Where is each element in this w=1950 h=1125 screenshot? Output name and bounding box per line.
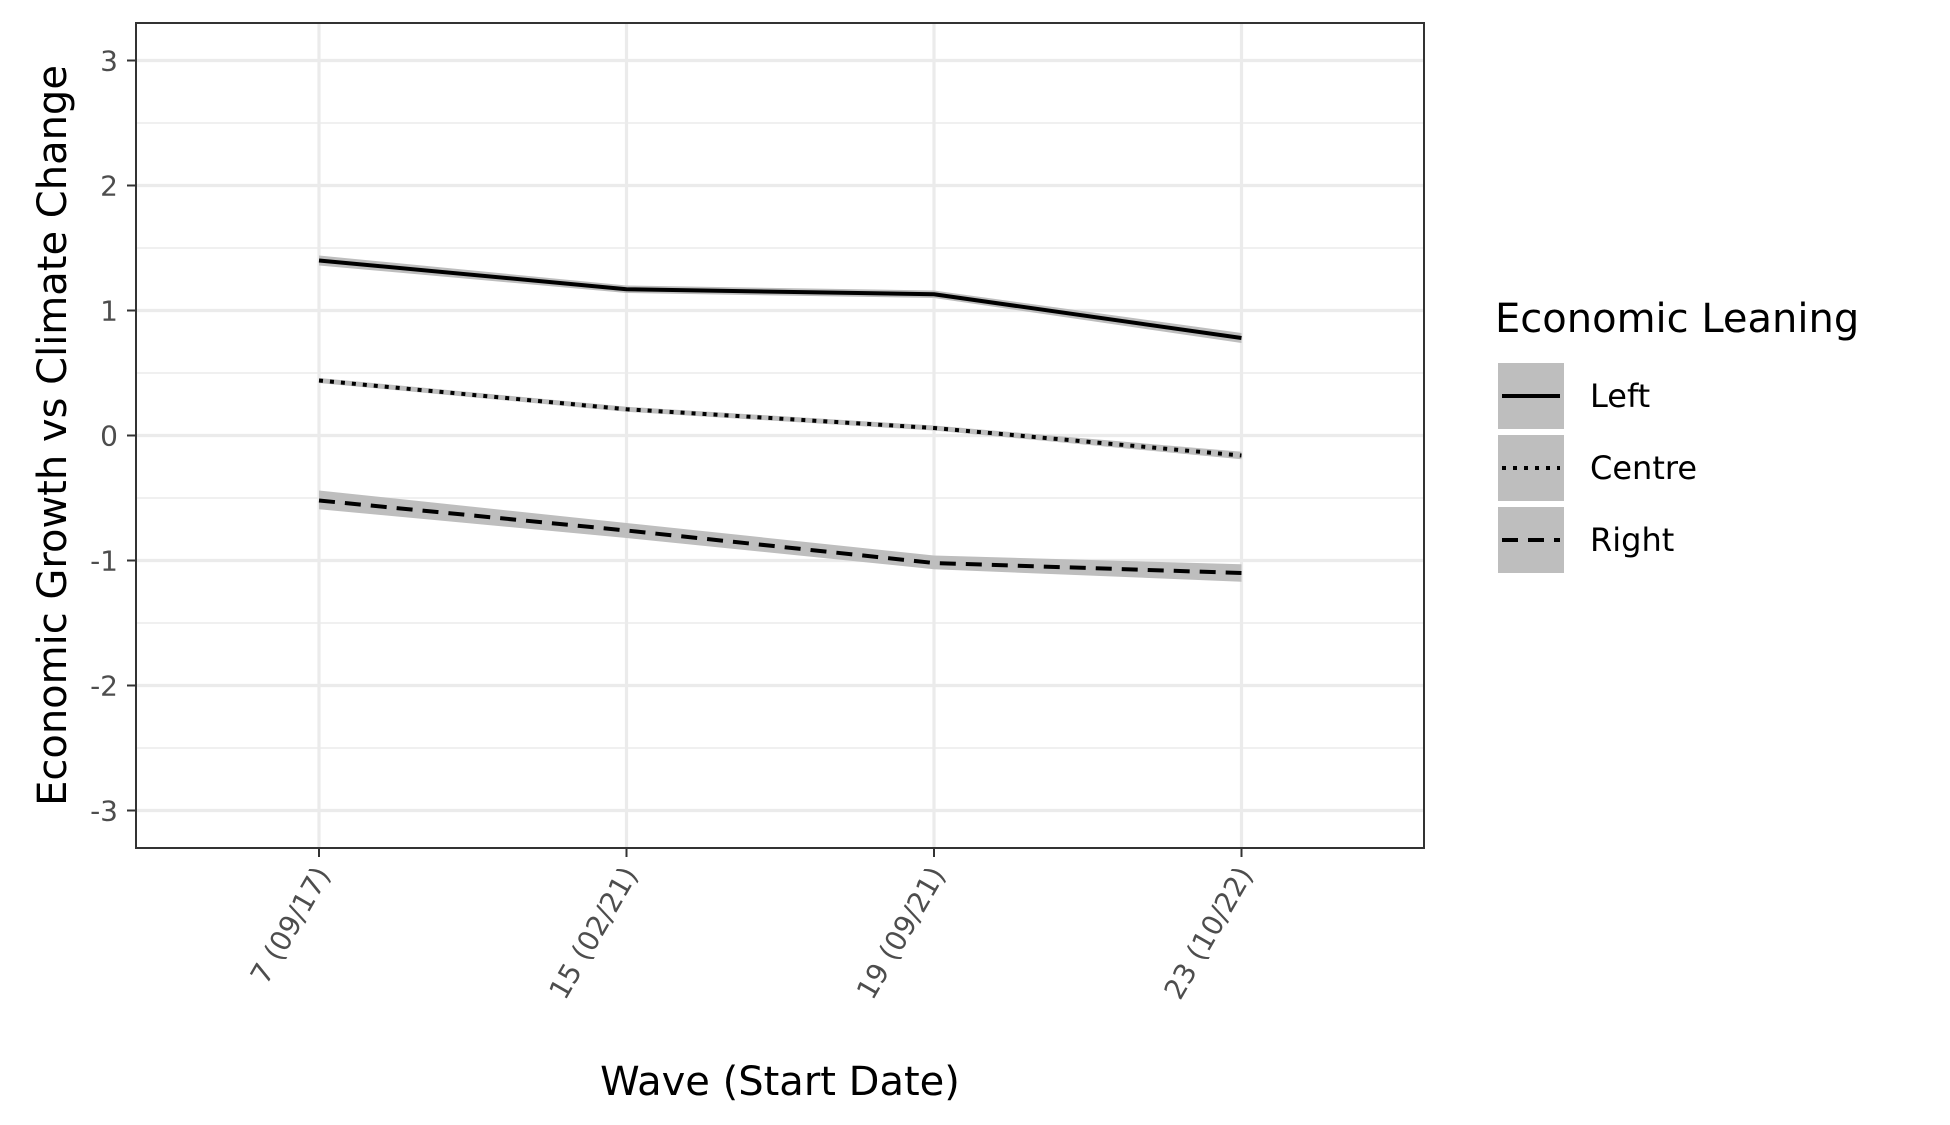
- y-tick-label: -2: [90, 670, 118, 703]
- legend-key-centre: [1498, 435, 1564, 501]
- x-axis-title: Wave (Start Date): [600, 1059, 960, 1105]
- legend-label-left: Left: [1590, 377, 1650, 415]
- y-tick-label: 2: [100, 170, 118, 203]
- line-centre: [318, 378, 1242, 458]
- y-tick-label: 0: [100, 420, 118, 453]
- legend-label-centre: Centre: [1590, 449, 1697, 487]
- y-tick-label: 3: [100, 45, 118, 78]
- y-tick-label: -1: [90, 545, 118, 578]
- y-tick-label: 1: [100, 295, 118, 328]
- legend-title: Economic Leaning: [1495, 296, 1859, 342]
- legend-items: Left Centre Right: [1498, 363, 1697, 573]
- series-lines: [318, 258, 1242, 575]
- y-axis-title: Economic Growth vs Climate Change: [30, 65, 76, 806]
- legend-label-right: Right: [1590, 521, 1674, 559]
- legend: Economic Leaning Left Centre Right: [1495, 296, 1859, 573]
- ribbon-right: [319, 490, 1242, 582]
- line-left: [318, 258, 1242, 340]
- y-tick-label: -3: [90, 795, 118, 828]
